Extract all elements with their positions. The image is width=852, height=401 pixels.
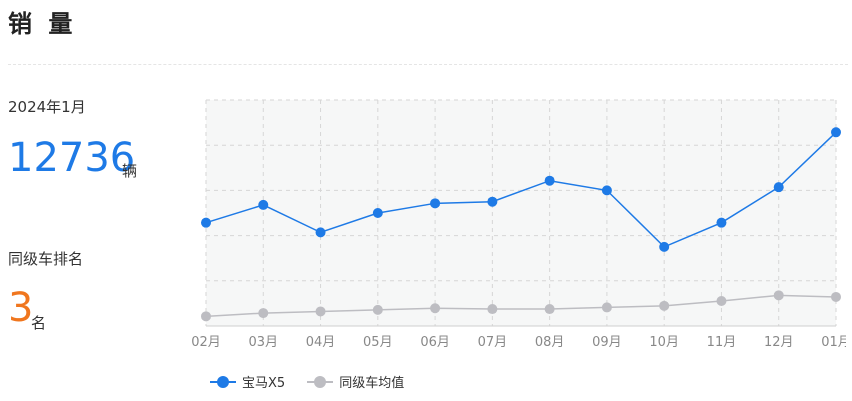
- data-point: [773, 182, 784, 193]
- series-line: [205, 131, 837, 248]
- data-point: [315, 306, 326, 317]
- data-point: [201, 217, 211, 228]
- legend-label: 宝马X5: [242, 376, 286, 391]
- x-tick-label: 12月: [764, 335, 794, 350]
- x-tick-label: 01月: [821, 335, 846, 350]
- data-point: [601, 302, 612, 313]
- rank-value: 3: [8, 285, 34, 331]
- sales-value: 12736: [8, 135, 136, 181]
- data-point: [716, 295, 727, 306]
- x-tick-label: 03月: [248, 335, 278, 350]
- legend-swatch-icon: [210, 375, 236, 388]
- legend-item[interactable]: 同级车均值: [307, 372, 404, 391]
- data-point: [258, 308, 269, 319]
- data-point: [544, 175, 555, 186]
- month-label: 2024年1月: [8, 98, 86, 116]
- data-point: [659, 241, 670, 252]
- chart-legend: 宝马X5 同级车均值: [210, 372, 404, 391]
- x-tick-label: 08月: [535, 335, 565, 350]
- data-point: [831, 127, 841, 138]
- x-tick-label: 02月: [191, 335, 221, 350]
- legend-swatch-icon: [307, 375, 334, 388]
- x-tick-label: 06月: [420, 335, 450, 350]
- data-point: [659, 300, 670, 311]
- x-tick-label: 09月: [592, 335, 622, 350]
- data-point: [201, 311, 211, 322]
- divider: [8, 64, 848, 65]
- data-point: [315, 227, 326, 238]
- x-tick-label: 07月: [478, 335, 508, 350]
- rank-label: 同级车排名: [8, 250, 84, 268]
- data-point: [487, 196, 498, 207]
- data-point: [430, 303, 441, 314]
- series-line: [205, 294, 837, 318]
- data-point: [544, 304, 555, 315]
- rank-unit: 名: [31, 314, 47, 332]
- legend-item[interactable]: 宝马X5: [210, 372, 285, 391]
- x-tick-label: 11月: [707, 335, 737, 350]
- legend-label: 同级车均值: [339, 376, 405, 391]
- x-tick-label: 04月: [306, 335, 336, 350]
- sales-unit: 辆: [122, 162, 138, 180]
- data-point: [831, 291, 841, 302]
- data-point: [372, 208, 383, 218]
- data-point: [601, 185, 612, 196]
- x-tick-label: 05月: [363, 335, 393, 350]
- data-point: [487, 304, 498, 315]
- data-point: [773, 290, 784, 301]
- x-tick-label: 10月: [649, 335, 679, 350]
- sales-line-chart: 02月 03月 04月 05月 06月 07月 08月 09月 10月 11月 12月 01月: [191, 99, 846, 350]
- data-point: [372, 304, 383, 315]
- data-point: [716, 217, 727, 228]
- plot-background: [206, 100, 836, 326]
- data-point: [430, 198, 441, 209]
- page-title: 销 量: [8, 10, 77, 38]
- data-point: [258, 199, 269, 210]
